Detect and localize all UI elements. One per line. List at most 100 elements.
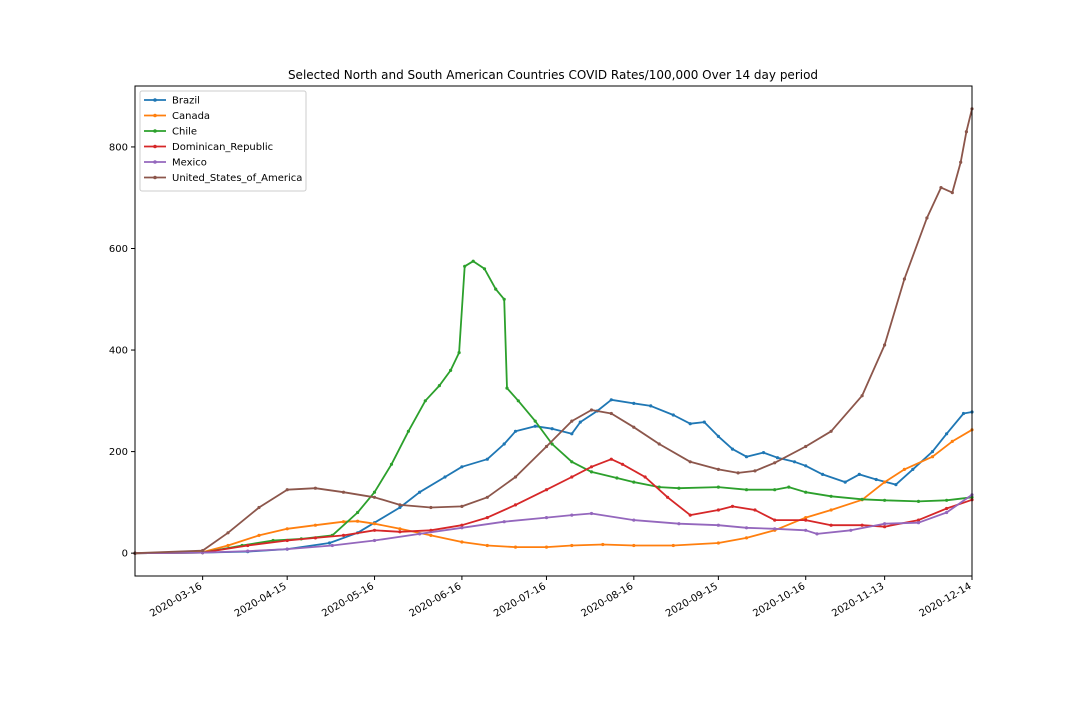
- legend-label-brazil: Brazil: [172, 96, 200, 107]
- data-point-dominican-republic-2: [246, 543, 250, 548]
- data-point-united-states-of-america-26: [860, 394, 864, 398]
- data-point-united-states-of-america-21: [736, 471, 740, 475]
- data-point-brazil-19: [609, 398, 613, 402]
- data-point-mexico-11: [589, 511, 594, 516]
- data-point-chile-16: [482, 267, 487, 271]
- data-point-united-states-of-america-30: [939, 186, 943, 190]
- data-point-brazil-37: [911, 467, 915, 471]
- data-point-chile-35: [860, 497, 864, 501]
- series-markers-united-states-of-america: [133, 107, 974, 555]
- data-point-united-states-of-america-9: [429, 505, 433, 510]
- data-point-canada-25: [883, 480, 887, 484]
- data-point-mexico-19: [849, 528, 853, 532]
- data-point-mexico-21: [916, 521, 921, 525]
- data-point-united-states-of-america-28: [902, 277, 907, 281]
- data-point-dominican-republic-23: [773, 518, 777, 522]
- data-point-dominican-republic-19: [688, 513, 692, 517]
- data-point-brazil-38: [930, 450, 935, 454]
- data-point-united-states-of-america-17: [632, 425, 636, 429]
- series-line-canada: [134, 429, 973, 555]
- data-point-dominican-republic-12: [544, 488, 549, 492]
- data-point-united-states-of-america-3: [257, 505, 261, 510]
- legend-marker-dominican-republic: [153, 144, 157, 149]
- data-point-chile-37: [916, 499, 921, 503]
- data-point-dominican-republic-14: [589, 465, 594, 469]
- data-point-mexico-15: [744, 526, 749, 530]
- data-point-mexico-10: [570, 513, 574, 517]
- data-point-dominican-republic-7: [398, 530, 402, 534]
- data-point-brazil-29: [775, 456, 780, 460]
- data-point-brazil-28: [761, 451, 766, 455]
- data-point-dominican-republic-16: [620, 462, 625, 466]
- data-point-brazil-31: [804, 464, 808, 468]
- data-point-dominican-republic-11: [513, 503, 518, 507]
- data-point-united-states-of-america-20: [716, 467, 721, 471]
- data-point-mexico-3: [285, 547, 289, 551]
- data-point-canada-4: [285, 527, 289, 531]
- data-point-mexico-4: [330, 543, 334, 548]
- data-point-brazil-15: [550, 427, 554, 431]
- data-point-united-states-of-america-16: [609, 411, 613, 416]
- y-tick-label-3: 600: [109, 244, 128, 255]
- data-point-canada-20: [744, 536, 749, 540]
- data-point-brazil-36: [894, 483, 898, 487]
- data-point-chile-8: [389, 462, 394, 466]
- data-point-canada-3: [257, 533, 261, 538]
- data-point-brazil-35: [874, 477, 878, 482]
- data-point-canada-7: [356, 519, 360, 523]
- data-point-dominican-republic-8: [429, 528, 433, 532]
- legend-marker-canada: [153, 113, 157, 118]
- data-point-mexico-14: [716, 523, 721, 527]
- data-point-brazil-33: [843, 480, 847, 484]
- data-point-mexico-9: [544, 516, 549, 520]
- data-point-chile-9: [406, 429, 410, 433]
- legend-box: [139, 90, 307, 192]
- data-point-united-states-of-america-5: [313, 486, 317, 490]
- data-point-chile-32: [787, 485, 791, 489]
- data-point-chile-17: [494, 287, 498, 291]
- data-point-dominican-republic-10: [485, 516, 489, 520]
- data-point-mexico-18: [815, 532, 819, 536]
- data-point-chile-26: [632, 480, 636, 484]
- data-point-mexico-7: [460, 526, 464, 530]
- data-point-canada-13: [513, 545, 518, 549]
- data-point-brazil-20: [632, 401, 636, 405]
- series-line-mexico: [134, 494, 973, 555]
- data-point-chile-38: [945, 498, 949, 502]
- data-point-brazil-10: [460, 465, 464, 469]
- data-point-chile-11: [437, 384, 441, 388]
- data-point-dominican-republic-27: [883, 525, 887, 529]
- data-point-united-states-of-america-22: [753, 469, 757, 473]
- data-point-canada-9: [398, 527, 402, 531]
- data-point-brazil-11: [485, 457, 489, 461]
- data-point-brazil-40: [961, 411, 966, 416]
- data-point-mexico-13: [677, 522, 681, 526]
- legend-marker-chile: [153, 129, 157, 133]
- data-point-dominican-republic-21: [730, 504, 735, 508]
- data-point-canada-22: [804, 516, 808, 520]
- data-point-chile-34: [829, 494, 833, 498]
- data-point-mexico-22: [945, 510, 949, 515]
- data-point-canada-28: [950, 439, 954, 443]
- data-point-brazil-39: [945, 432, 949, 436]
- data-point-brazil-22: [671, 413, 675, 417]
- data-point-united-states-of-america-7: [372, 495, 377, 499]
- data-point-chile-21: [533, 419, 537, 423]
- data-point-chile-15: [471, 259, 475, 263]
- legend-label-mexico: Mexico: [172, 158, 207, 169]
- data-point-chile-29: [716, 485, 721, 489]
- series-layer: [133, 107, 974, 555]
- data-point-chile-25: [615, 476, 619, 480]
- series-line-brazil: [134, 398, 973, 555]
- data-point-dominican-republic-24: [804, 518, 808, 522]
- data-point-brazil-26: [730, 447, 735, 451]
- data-point-united-states-of-america-10: [460, 504, 464, 508]
- data-point-united-states-of-america-25: [829, 429, 833, 433]
- data-point-canada-27: [930, 455, 935, 459]
- legend-label-dominican-republic: Dominican_Republic: [172, 142, 273, 153]
- series-markers-dominican-republic: [133, 457, 974, 555]
- data-point-mexico-2: [246, 549, 250, 553]
- data-point-mexico-16: [773, 527, 777, 531]
- data-point-mexico-8: [502, 520, 506, 524]
- data-point-dominican-republic-25: [829, 523, 833, 527]
